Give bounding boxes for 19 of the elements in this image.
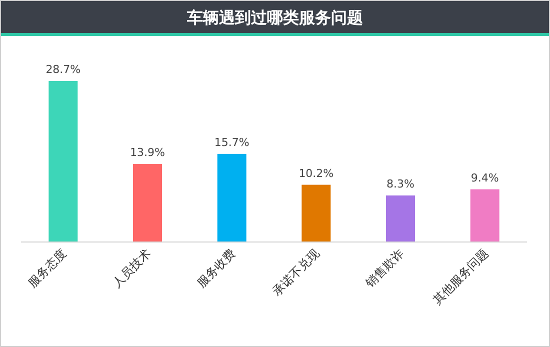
data-label: 13.9% [130, 146, 165, 160]
bar [48, 81, 78, 242]
data-label: 28.7% [46, 63, 81, 76]
x-tick-label: 其他服务问题 [430, 246, 491, 308]
bar [133, 164, 162, 242]
x-tick-label: 人员技术 [110, 246, 154, 290]
x-tick-label: 服务收费 [194, 246, 238, 290]
bar [386, 195, 415, 242]
x-tick-label: 销售欺诈 [362, 246, 407, 291]
data-label: 9.4% [470, 171, 499, 184]
x-tick-label: 承诺不兑现 [270, 246, 322, 299]
data-label: 15.7% [214, 136, 250, 149]
bar [470, 189, 500, 242]
data-label: 10.2% [298, 166, 334, 180]
data-label: 8.3% [386, 177, 414, 190]
bar [217, 154, 246, 242]
chart-title: 车辆遇到过哪类服务问题 [186, 8, 363, 27]
bar [302, 184, 331, 242]
x-tick-label: 服务态度 [25, 246, 70, 290]
